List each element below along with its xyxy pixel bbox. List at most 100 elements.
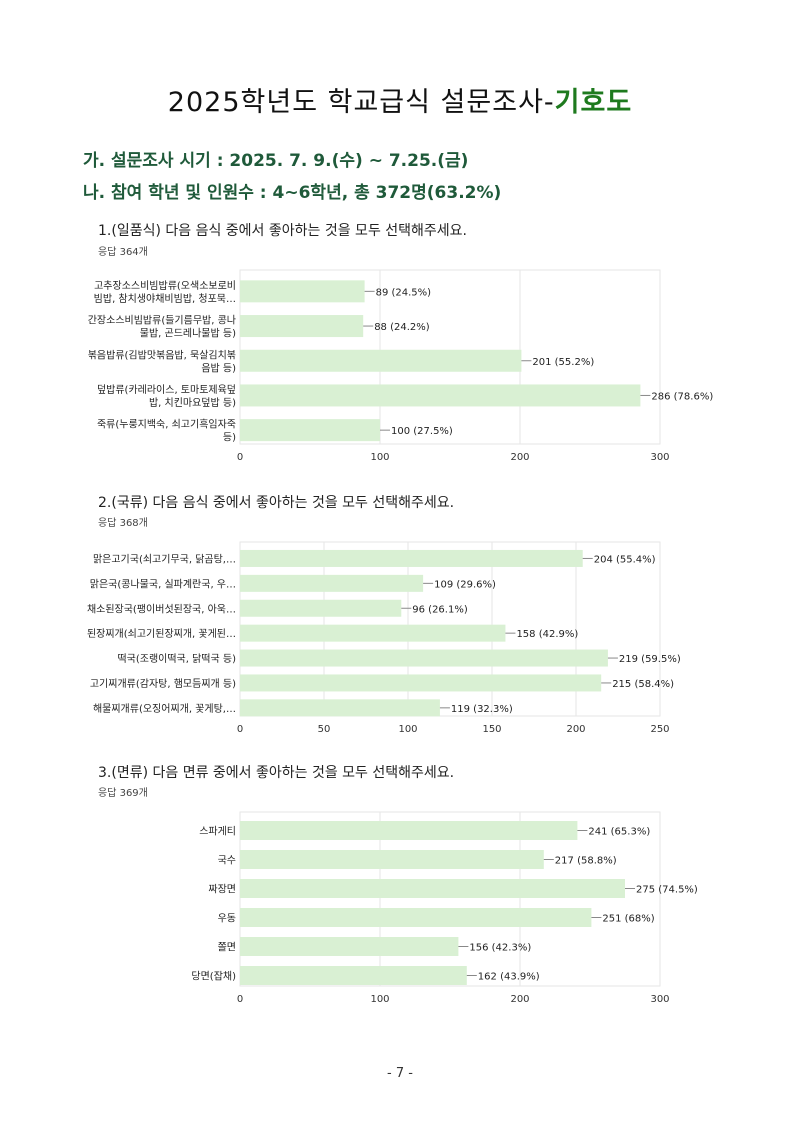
category-label-line: 맑은고기국(쇠고기무국, 닭곰탕,…	[93, 553, 236, 565]
x-tick-label: 100	[370, 994, 389, 1005]
x-tick-label: 200	[510, 452, 529, 463]
bar	[240, 624, 506, 642]
category-label: 맑은국(콩나물국, 실파계란국, 우…	[90, 578, 236, 590]
q3-chart: 0 100 200 300 241 (65.3%) 스파게티 217 (58.8%) 국수 27…	[0, 810, 800, 1019]
x-tick-label: 300	[650, 994, 669, 1005]
category-label-line: 떡국(조랭이떡국, 닭떡국 등)	[117, 653, 236, 665]
x-tick-label: 250	[650, 724, 669, 735]
page-title: 2025학년도 학교급식 설문조사-기호도	[0, 80, 800, 119]
q3-response-count: 응답 369개	[98, 788, 148, 799]
value-label: 204 (55.4%)	[594, 554, 656, 565]
bar	[240, 574, 424, 592]
bar	[240, 349, 522, 372]
participants-info: 나. 참여 학년 및 인원수 : 4~6학년, 총 372명(63.2%)	[83, 183, 502, 203]
category-label-line: 죽류(누룽지백숙, 쇠고기흑임자죽	[97, 418, 236, 431]
category-label: 죽류(누룽지백숙, 쇠고기흑임자죽 등)	[97, 418, 236, 444]
category-label: 채소된장국(팽이버섯된장국, 아욱…	[87, 603, 236, 615]
x-tick-label: 0	[237, 452, 243, 463]
category-label: 간장소스비빔밥류(들기름무밥, 콩나 물밥, 곤드레나물밥 등)	[88, 315, 236, 340]
q2-chart-svg: 0 50 100 150 200 250 204 (55.4%) 맑은고기국(쇠고기무국, 닭…	[87, 541, 681, 735]
category-label-line: 된장찌개(쇠고기된장찌개, 꽃게된…	[87, 628, 236, 640]
value-label: 241 (65.3%)	[588, 827, 650, 838]
value-label: 89 (24.5%)	[376, 287, 432, 298]
category-label: 고추장소스비빔밥류(오색소보로비 빔밥, 참치생야채비빔밥, 청포묵…	[94, 280, 236, 305]
category-label: 해물찌개류(오징어찌개, 꽃게탕,…	[93, 702, 236, 715]
value-label: 88 (24.2%)	[374, 322, 430, 333]
category-label: 우동	[218, 913, 236, 925]
category-label-line: 볶음밥류(김밥맛볶음밥, 묵살김치볶	[88, 349, 236, 361]
value-label: 158 (42.9%)	[516, 629, 578, 640]
x-tick-label: 50	[318, 724, 331, 735]
value-label: 96 (26.1%)	[412, 604, 468, 615]
category-label-line: 당면(잡채)	[191, 971, 236, 983]
category-label-line: 짜장면	[208, 884, 236, 896]
category-label: 된장찌개(쇠고기된장찌개, 꽃게된…	[87, 628, 236, 640]
value-label: 109 (29.6%)	[434, 579, 496, 590]
bar	[240, 821, 578, 840]
q2-chart: 0 50 100 150 200 250 204 (55.4%) 맑은고기국(쇠고기무국, 닭…	[0, 540, 800, 749]
q1-title: 1.(일품식) 다음 음식 중에서 좋아하는 것을 모두 선택해주세요.	[98, 223, 468, 239]
category-label: 맑은고기국(쇠고기무국, 닭곰탕,…	[93, 553, 236, 565]
bar	[240, 419, 380, 442]
x-tick-label: 150	[482, 724, 501, 735]
value-label: 156 (42.3%)	[469, 943, 531, 954]
category-label: 스파게티	[199, 826, 236, 838]
category-label: 고기찌개류(감자탕, 햄모듬찌개 등)	[90, 677, 236, 690]
bar	[240, 280, 365, 303]
category-label-line: 우동	[218, 913, 236, 925]
category-label-line: 스파게티	[199, 826, 236, 838]
bar	[240, 315, 364, 338]
category-label-line: 음밥 등)	[201, 362, 236, 374]
category-label: 떡국(조랭이떡국, 닭떡국 등)	[117, 653, 236, 665]
q1-chart: 0 100 200 300 89 (24.5%) 고추장소스비빔밥류(오색소보로비 빔밥, …	[0, 268, 800, 477]
x-tick-label: 0	[237, 724, 243, 735]
bar	[240, 599, 402, 617]
category-label: 국수	[218, 855, 236, 867]
q2-response-count: 응답 368개	[98, 518, 148, 529]
title-highlight: 기호도	[554, 87, 633, 118]
bar	[240, 384, 641, 407]
category-label-line: 덮밥류(카레라이스, 토마토제육덮	[97, 384, 236, 396]
bar	[240, 850, 544, 869]
bar	[240, 908, 592, 927]
category-label-line: 등)	[223, 432, 236, 444]
q3-chart-svg: 0 100 200 300 241 (65.3%) 스파게티 217 (58.8%) 국수 27…	[191, 811, 698, 1005]
category-label-line: 고추장소스비빔밥류(오색소보로비	[94, 280, 236, 292]
x-tick-label: 200	[510, 994, 529, 1005]
page-number: - 7 -	[387, 1066, 413, 1081]
bar	[240, 699, 440, 717]
x-tick-label: 300	[650, 452, 669, 463]
q3-title: 3.(면류) 다음 면류 중에서 좋아하는 것을 모두 선택해주세요.	[98, 765, 455, 781]
category-label-line: 채소된장국(팽이버섯된장국, 아욱…	[87, 603, 236, 615]
category-label: 당면(잡채)	[191, 971, 236, 983]
q1-chart-svg: 0 100 200 300 89 (24.5%) 고추장소스비빔밥류(오색소보로비 빔밥, …	[88, 269, 713, 463]
bar	[240, 937, 459, 956]
bar	[240, 549, 583, 567]
x-tick-label: 100	[398, 724, 417, 735]
category-label-line: 국수	[218, 855, 236, 867]
value-label: 215 (58.4%)	[612, 679, 674, 690]
q1-response-count: 응답 364개	[98, 247, 148, 258]
category-label-line: 물밥, 곤드레나물밥 등)	[140, 328, 236, 340]
category-label-line: 쫄면	[218, 942, 236, 954]
category-label-line: 해물찌개류(오징어찌개, 꽃게탕,…	[93, 702, 236, 715]
category-label: 짜장면	[208, 884, 236, 896]
title-main: 2025학년도 학교급식 설문조사-	[167, 87, 555, 118]
value-label: 201 (55.2%)	[532, 357, 594, 368]
bar	[240, 674, 602, 692]
category-label: 덮밥류(카레라이스, 토마토제육덮 밥, 치킨마요덮밥 등)	[97, 384, 236, 409]
category-label-line: 맑은국(콩나물국, 실파계란국, 우…	[90, 578, 236, 590]
x-tick-label: 100	[370, 452, 389, 463]
category-label-line: 빔밥, 참치생야채비빔밥, 청포묵…	[94, 293, 236, 305]
value-label: 162 (43.9%)	[478, 972, 540, 983]
q2-title: 2.(국류) 다음 음식 중에서 좋아하는 것을 모두 선택해주세요.	[98, 495, 455, 511]
category-label-line: 밥, 치킨마요덮밥 등)	[149, 397, 236, 409]
value-label: 275 (74.5%)	[636, 885, 698, 896]
value-label: 219 (59.5%)	[619, 654, 681, 665]
x-tick-label: 200	[566, 724, 585, 735]
value-label: 286 (78.6%)	[651, 391, 713, 402]
value-label: 100 (27.5%)	[391, 426, 453, 437]
value-label: 251 (68%)	[602, 914, 654, 925]
category-label: 볶음밥류(김밥맛볶음밥, 묵살김치볶 음밥 등)	[88, 349, 236, 374]
category-label-line: 고기찌개류(감자탕, 햄모듬찌개 등)	[90, 677, 236, 690]
